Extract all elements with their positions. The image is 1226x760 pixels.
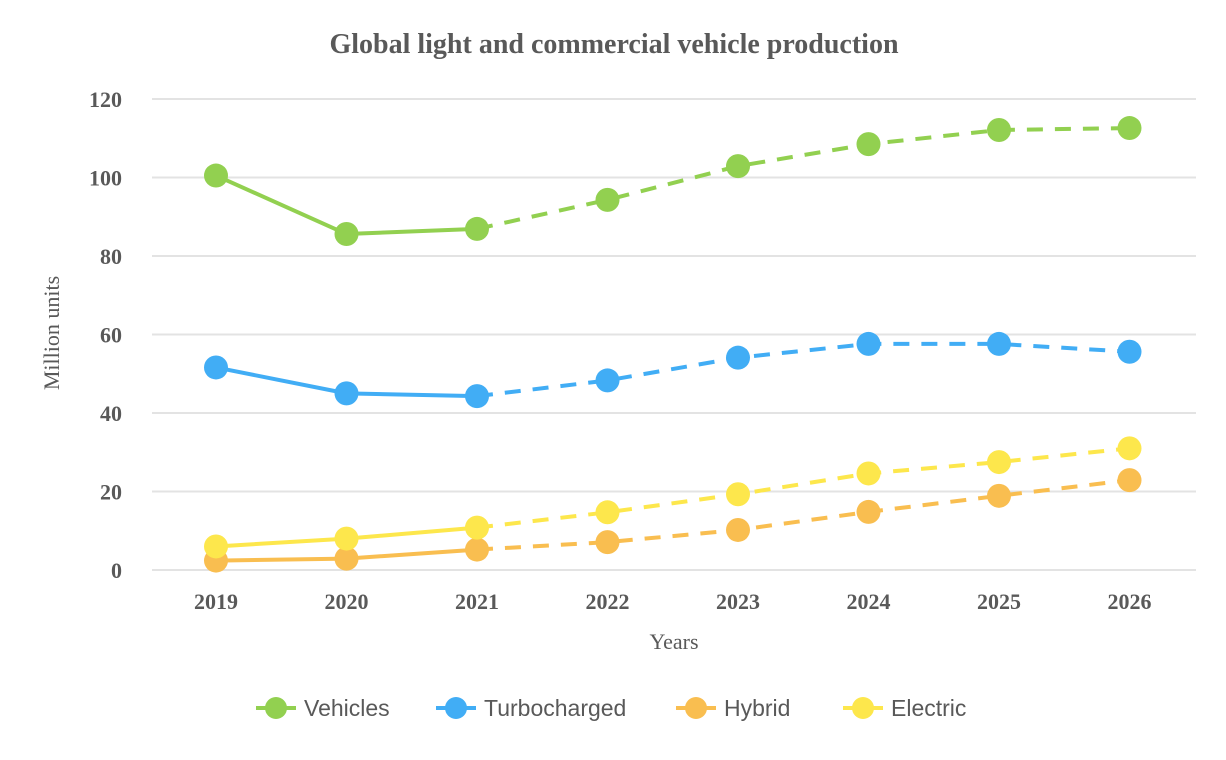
data-point <box>856 461 881 486</box>
gridlines <box>152 98 1196 571</box>
legend-swatch-marker <box>685 697 707 719</box>
data-point <box>987 118 1011 143</box>
data-point <box>465 216 489 241</box>
y-tick-label: 120 <box>89 87 122 112</box>
data-point <box>1117 436 1142 461</box>
data-point <box>726 517 750 542</box>
y-tick-label: 20 <box>100 480 122 505</box>
legend-label: Electric <box>891 695 966 721</box>
legend-swatch-marker <box>265 697 287 719</box>
data-point <box>465 515 489 540</box>
data-point <box>334 526 359 551</box>
series-points <box>204 116 1142 573</box>
data-point <box>726 482 750 507</box>
legend-swatch-marker <box>852 697 874 719</box>
data-point <box>987 483 1011 508</box>
y-tick-label: 80 <box>100 244 122 269</box>
data-point <box>465 384 489 409</box>
data-point <box>595 530 620 555</box>
data-point <box>856 331 881 356</box>
data-point <box>1117 468 1142 493</box>
x-tick-label: 2026 <box>1108 589 1152 614</box>
x-axis-label: Years <box>649 629 698 654</box>
data-point <box>1117 116 1142 141</box>
x-tick-label: 2022 <box>586 589 630 614</box>
legend-label: Turbocharged <box>484 695 626 721</box>
legend-item: Electric <box>843 695 966 721</box>
legend-item: Vehicles <box>256 695 390 721</box>
series-line-forecast <box>476 341 1130 399</box>
data-point <box>595 368 620 393</box>
x-tick-label: 2021 <box>455 589 499 614</box>
series-line-forecast <box>476 478 1130 552</box>
data-point <box>204 163 228 188</box>
data-point <box>1117 339 1142 364</box>
y-axis-label: Million units <box>39 276 64 390</box>
x-tick-label: 2025 <box>977 589 1021 614</box>
data-point <box>595 500 620 525</box>
data-point <box>987 450 1011 475</box>
y-tick-label: 100 <box>89 166 122 191</box>
y-tick-label: 40 <box>100 401 122 426</box>
legend-item: Turbocharged <box>436 695 626 721</box>
data-point <box>465 537 489 562</box>
x-tick-label: 2019 <box>194 589 238 614</box>
y-axis-ticks: 0 20 40 60 80 100 120 <box>89 87 122 583</box>
legend-swatch-marker <box>445 697 467 719</box>
data-point <box>334 222 359 247</box>
chart-title: Global light and commercial vehicle prod… <box>329 29 899 60</box>
data-point <box>204 355 228 380</box>
series-line-forecast <box>476 446 1130 530</box>
data-point <box>987 331 1011 356</box>
data-point <box>334 381 359 406</box>
data-point <box>856 499 881 524</box>
data-point <box>856 132 881 157</box>
data-point <box>726 345 750 370</box>
y-tick-label: 60 <box>100 323 122 348</box>
legend: Vehicles Turbocharged Hybrid Electric <box>256 695 966 721</box>
legend-item: Hybrid <box>676 695 790 721</box>
data-point <box>204 534 228 559</box>
y-tick-label: 0 <box>111 558 122 583</box>
legend-label: Hybrid <box>724 695 790 721</box>
legend-label: Vehicles <box>304 695 390 721</box>
x-tick-label: 2023 <box>716 589 760 614</box>
x-tick-label: 2024 <box>847 589 891 614</box>
data-point <box>334 546 359 571</box>
x-axis-ticks: 2019 2020 2021 2022 2023 2024 2025 2026 <box>194 589 1152 614</box>
x-tick-label: 2020 <box>325 589 369 614</box>
data-point <box>726 154 750 179</box>
data-point <box>595 187 620 212</box>
